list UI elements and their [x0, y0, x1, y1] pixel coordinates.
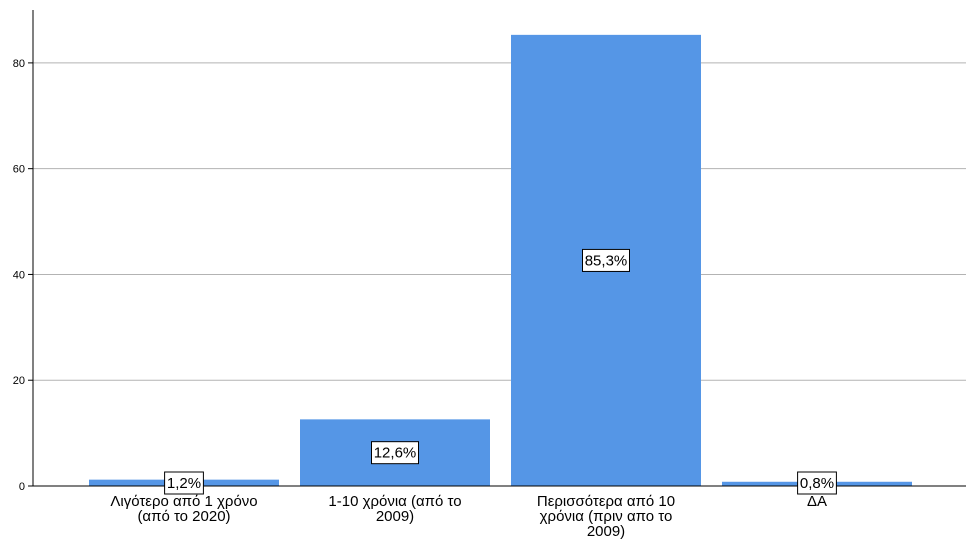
y-tick-label: 20 [13, 375, 25, 387]
x-category-label: Περισσότερα από 10 [537, 493, 675, 510]
data-label: 1,2% [167, 475, 201, 492]
x-category-label: χρόνια (πριν απο το [540, 508, 673, 525]
data-label-box [582, 248, 630, 272]
y-tick-label: 60 [13, 164, 25, 176]
y-tick-label: 0 [19, 481, 25, 493]
y-axis-ticks: 0 20 40 60 80 [13, 58, 33, 493]
data-labels: 1,2% 12,6% 85,3% 0,8% [164, 248, 837, 495]
y-tick-label: 80 [13, 58, 25, 70]
x-axis-labels: Λιγότερο από 1 χρόνο(από το 2020) 1-10 χρ… [110, 493, 827, 540]
bars [89, 34, 912, 486]
x-category-label: (από το 2020) [137, 508, 230, 525]
gridlines [33, 62, 966, 381]
x-category-label: 2009) [376, 508, 414, 525]
axes [32, 10, 966, 487]
x-category-label: 2009) [587, 523, 625, 540]
data-label: 85,3% [585, 252, 628, 269]
x-category-label: Λιγότερο από 1 χρόνο [110, 493, 257, 510]
x-category-label: ΔΑ [807, 493, 827, 510]
y-tick-label: 40 [13, 269, 25, 281]
data-label-box [371, 441, 419, 465]
data-label-box [797, 471, 837, 495]
data-label: 12,6% [374, 445, 417, 462]
data-label: 0,8% [800, 475, 834, 492]
x-category-label: 1-10 χρόνια (από το [328, 493, 461, 510]
data-label-box [164, 471, 204, 495]
